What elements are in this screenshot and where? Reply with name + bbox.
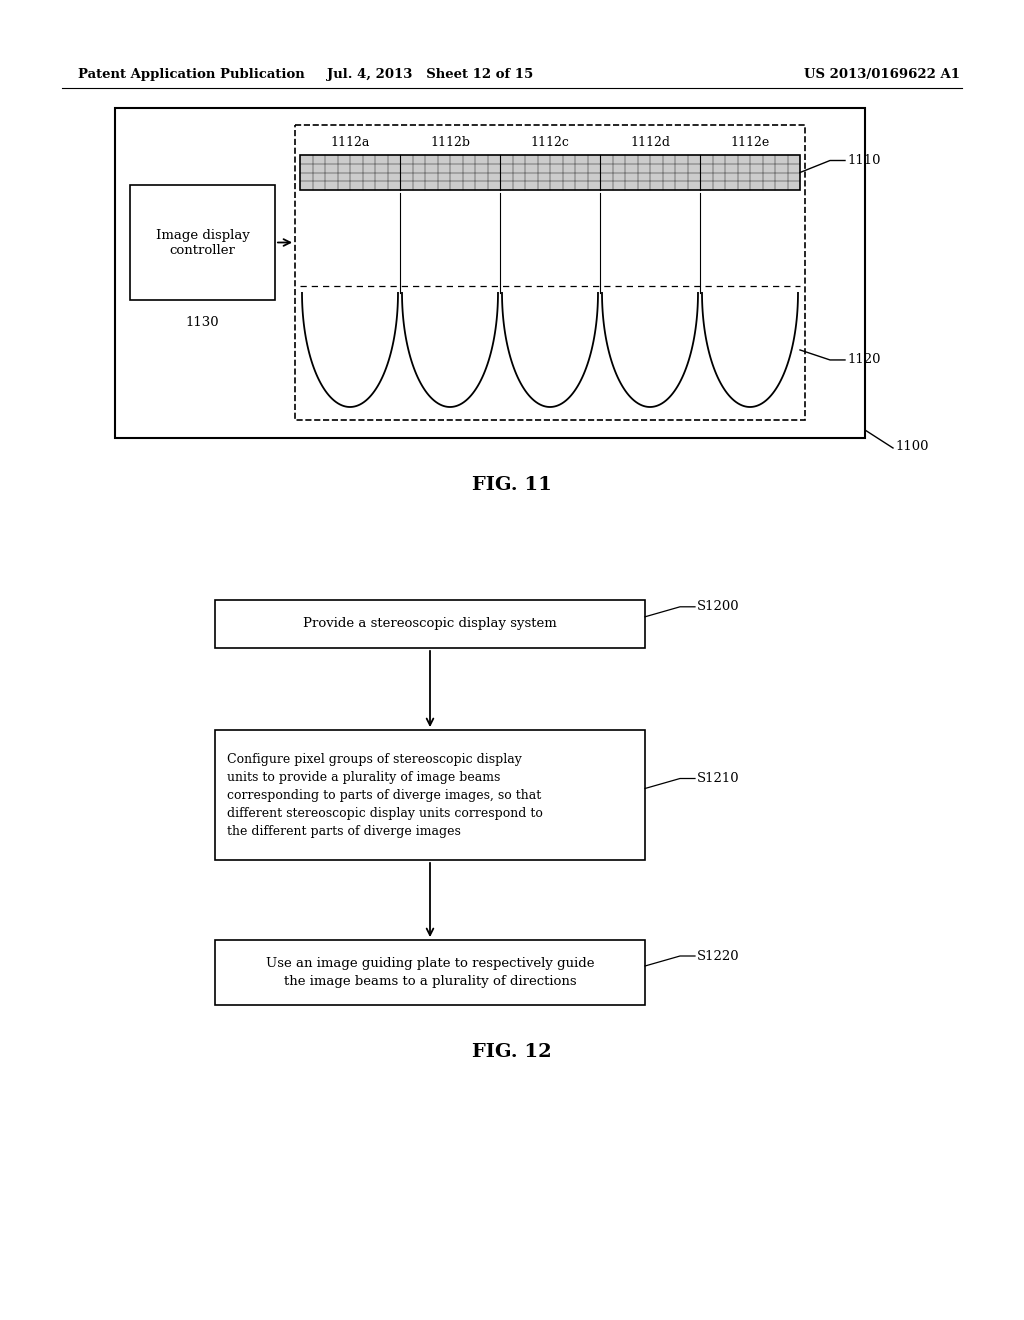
Bar: [295, 125, 805, 420]
Bar: [130, 185, 275, 300]
Text: Configure pixel groups of stereoscopic display
units to provide a plurality of i: Configure pixel groups of stereoscopic d…: [227, 752, 543, 837]
Bar: [300, 154, 800, 190]
Text: 1100: 1100: [895, 440, 929, 453]
Text: Jul. 4, 2013   Sheet 12 of 15: Jul. 4, 2013 Sheet 12 of 15: [327, 69, 534, 81]
Bar: [215, 730, 645, 861]
Text: Image display
controller: Image display controller: [156, 228, 250, 256]
Text: 1112c: 1112c: [530, 136, 569, 149]
Text: Provide a stereoscopic display system: Provide a stereoscopic display system: [303, 618, 557, 631]
Text: FIG. 12: FIG. 12: [472, 1043, 552, 1061]
Text: 1130: 1130: [185, 315, 219, 329]
Bar: [115, 108, 865, 438]
Text: 1120: 1120: [847, 354, 881, 367]
Text: Use an image guiding plate to respectively guide
the image beams to a plurality : Use an image guiding plate to respective…: [266, 957, 594, 987]
Text: S1200: S1200: [697, 601, 739, 614]
Text: US 2013/0169622 A1: US 2013/0169622 A1: [804, 69, 961, 81]
Text: Patent Application Publication: Patent Application Publication: [78, 69, 305, 81]
Text: 1112b: 1112b: [430, 136, 470, 149]
Text: 1112e: 1112e: [730, 136, 770, 149]
Text: 1110: 1110: [847, 154, 881, 168]
Text: 1112d: 1112d: [630, 136, 670, 149]
Text: S1220: S1220: [697, 949, 739, 962]
Text: S1210: S1210: [697, 772, 739, 785]
Text: 1112a: 1112a: [331, 136, 370, 149]
Bar: [215, 940, 645, 1005]
Text: FIG. 11: FIG. 11: [472, 477, 552, 494]
Bar: [215, 601, 645, 648]
